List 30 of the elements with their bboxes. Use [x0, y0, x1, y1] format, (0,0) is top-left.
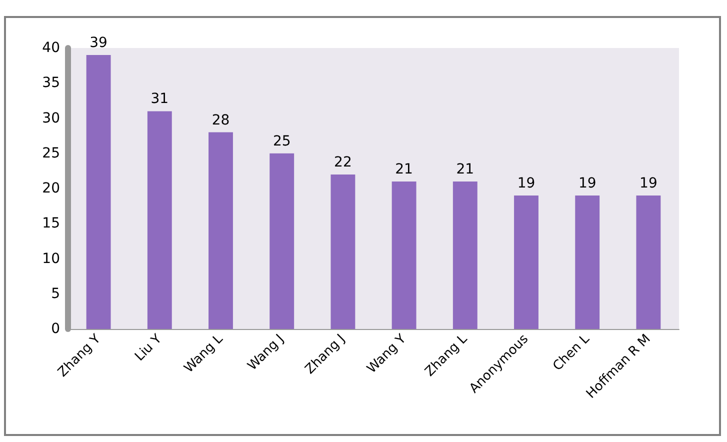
y-tick-label: 30 [42, 110, 60, 126]
bar [575, 196, 600, 329]
data-label: 21 [395, 161, 413, 178]
y-tick-label: 35 [42, 75, 60, 92]
data-label: 22 [334, 154, 352, 170]
bar [514, 196, 538, 329]
x-tick-label: Liu Y [132, 332, 165, 364]
bar [270, 153, 294, 329]
bar [86, 55, 111, 329]
y-tick-label: 15 [42, 216, 60, 232]
data-label: 31 [150, 91, 169, 108]
data-label: 28 [212, 112, 230, 128]
bar [330, 174, 356, 329]
bar [392, 181, 416, 329]
data-label: 19 [640, 176, 658, 192]
y-tick-label: 25 [42, 145, 60, 162]
bar [636, 196, 661, 329]
data-label: 19 [517, 176, 536, 192]
y-tick-label: 10 [42, 250, 60, 267]
data-label: 21 [456, 161, 474, 178]
data-label: 19 [578, 176, 596, 192]
y-tick-label: 5 [51, 286, 60, 302]
y-tick-label: 0 [51, 321, 60, 337]
y-tick-label: 40 [42, 40, 60, 56]
data-label: 25 [272, 133, 291, 150]
data-label: 39 [90, 35, 108, 52]
bar [452, 181, 478, 329]
bar [147, 111, 172, 329]
y-tick-label: 20 [42, 180, 60, 196]
bar [208, 132, 233, 329]
